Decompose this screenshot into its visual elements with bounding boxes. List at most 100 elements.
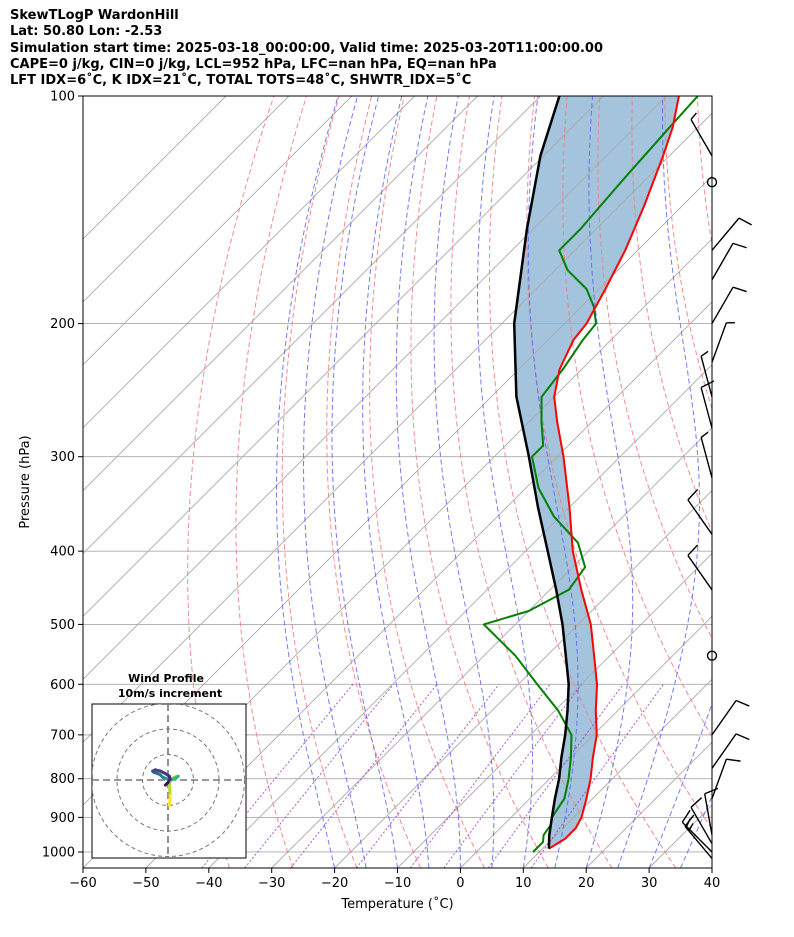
isotherm-line — [334, 489, 712, 868]
moist-adiabat-line — [331, 96, 398, 868]
wind-barb — [706, 650, 718, 661]
y-tick-label: 200 — [50, 317, 75, 332]
moist-adiabat-line — [477, 96, 533, 868]
isotherm-line — [83, 96, 227, 240]
x-tick-label: 40 — [704, 876, 721, 891]
location-line: Lat: 50.80 Lon: -2.53 — [10, 24, 163, 40]
barb-flag — [700, 380, 715, 389]
index-line: LFT IDX=6˚C, K IDX=21˚C, TOTAL TOTS=48˚C… — [10, 73, 472, 89]
y-tick-label: 700 — [50, 728, 75, 743]
y-tick-label: 1000 — [42, 845, 75, 860]
x-tick-label: 10 — [515, 876, 532, 891]
barb-staff — [687, 499, 713, 535]
barb-flag — [735, 733, 750, 741]
y-tick-label: 300 — [50, 450, 75, 465]
barb-staff — [700, 437, 713, 479]
wind-barb — [687, 544, 713, 591]
x-tick-label: 30 — [641, 876, 658, 891]
barb-staff — [711, 758, 728, 799]
x-tick-label: 0 — [456, 876, 464, 891]
wind-barb — [687, 488, 713, 535]
barb-flag — [732, 286, 747, 293]
dry-adiabat-line — [281, 96, 358, 868]
hodograph-ring — [92, 704, 245, 857]
wind-barb — [711, 758, 741, 799]
wind-barb — [690, 112, 713, 157]
calm-circle — [706, 650, 718, 661]
barb-flag — [687, 544, 699, 556]
dry-adiabat-line — [562, 96, 712, 738]
isotherm-line — [711, 867, 712, 868]
barb-flag — [690, 112, 697, 120]
hodograph-segment — [163, 781, 170, 787]
isotherm-line — [83, 112, 712, 743]
cape-cin-area — [514, 96, 679, 849]
isotherm-line — [83, 96, 667, 680]
y-tick-label: 900 — [50, 811, 75, 826]
wind-barb — [690, 797, 713, 845]
moist-adiabat-line — [276, 96, 339, 868]
wind-barb — [711, 286, 747, 324]
moist-adiabat-line — [433, 96, 495, 868]
isotherm-line — [271, 427, 712, 868]
wind-barb — [711, 217, 752, 251]
barb-staff — [711, 243, 734, 281]
x-tick-label: 20 — [578, 876, 595, 891]
x-tick-label: −20 — [321, 876, 348, 891]
wind-barb — [704, 787, 719, 836]
mixing-ratio-line — [530, 684, 664, 868]
x-tick-label: −60 — [69, 876, 96, 891]
x-tick-label: −50 — [132, 876, 159, 891]
barb-flag — [690, 797, 703, 808]
y-tick-label: 600 — [50, 678, 75, 693]
chart-header: SkewTLogP WardonHill Lat: 50.80 Lon: -2.… — [10, 8, 603, 89]
isotherm-line — [145, 301, 712, 868]
moist-adiabat-line — [711, 866, 712, 868]
temperature-line — [548, 96, 680, 850]
moist-adiabat-line — [617, 96, 701, 868]
barb-staff — [711, 286, 734, 324]
barb-staff — [687, 555, 713, 591]
dewpoint-line — [482, 96, 699, 853]
isotherm-line — [83, 96, 541, 555]
barb-staff — [700, 356, 713, 398]
y-tick-label: 800 — [50, 772, 75, 787]
mixing-ratio-line — [443, 683, 582, 868]
wind-barbs — [681, 112, 752, 859]
wind-barb — [700, 431, 713, 479]
barb-flag — [738, 217, 752, 226]
parcel-path-line — [512, 96, 570, 849]
wind-barb — [711, 699, 750, 736]
calm-circle — [706, 176, 718, 188]
cape-fill-layer — [514, 96, 679, 849]
y-axis-label: Pressure (hPa) — [18, 435, 33, 528]
isotherm-line — [83, 96, 604, 618]
hodograph-inset: Wind Profile 10m/s increment — [91, 672, 247, 859]
mixing-ratio-line — [290, 683, 438, 868]
barb-flag — [681, 809, 691, 823]
y-tick-label: 400 — [50, 545, 75, 560]
y-tick-label: 100 — [50, 90, 75, 105]
dry-adiabat-line — [369, 96, 485, 868]
moist-adiabat-line — [362, 96, 430, 868]
isotherm-line — [522, 678, 712, 868]
barb-staff — [700, 387, 713, 429]
chart-title: SkewTLogP WardonHill — [10, 8, 179, 23]
mixing-ratio-line — [355, 683, 500, 868]
wind-barb — [700, 380, 715, 429]
hodograph-content — [92, 704, 246, 858]
mixing-ratio-line — [244, 683, 394, 868]
barb-staff — [704, 793, 713, 836]
moist-adiabat-line — [395, 96, 461, 868]
mixing-ratio-line — [409, 683, 551, 868]
dry-adiabat-line — [235, 96, 307, 868]
isotherm-line — [775, 96, 794, 868]
dry-adiabat-line — [763, 96, 794, 868]
moist-adiabat-line — [527, 96, 579, 868]
dry-adiabat-line — [410, 96, 549, 868]
hodograph-title: Wind Profile — [128, 672, 204, 685]
wind-barb — [711, 321, 735, 363]
wind-barb — [700, 350, 713, 398]
wind-barb — [711, 733, 750, 769]
barb-flag — [700, 350, 709, 357]
